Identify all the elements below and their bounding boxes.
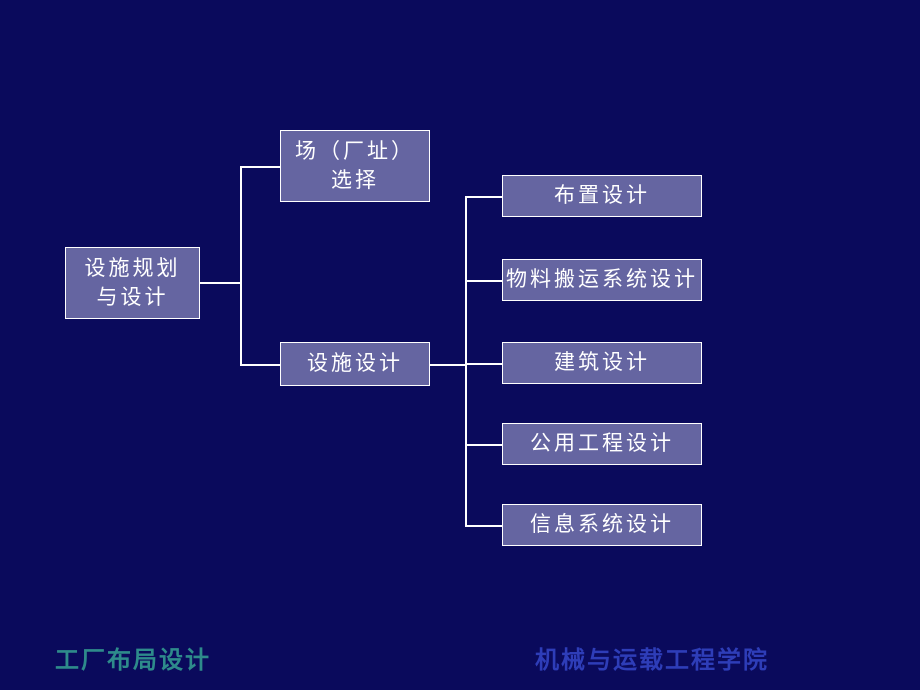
node-label: 公用工程设计 bbox=[530, 429, 674, 458]
connector bbox=[430, 364, 467, 366]
node-label: 信息系统设计 bbox=[530, 510, 674, 539]
connector bbox=[465, 196, 467, 526]
footer-left: 工厂布局设计 bbox=[55, 640, 211, 675]
node-material-handling: 物料搬运系统设计 bbox=[502, 259, 702, 301]
connector bbox=[465, 363, 502, 365]
connector bbox=[465, 444, 502, 446]
connector bbox=[200, 282, 240, 284]
node-label: 场（厂址） 选择 bbox=[295, 137, 415, 196]
node-site-selection: 场（厂址） 选择 bbox=[280, 130, 430, 202]
node-label: 物料搬运系统设计 bbox=[506, 265, 698, 294]
node-root: 设施规划 与设计 bbox=[65, 247, 200, 319]
node-label: 布置设计 bbox=[554, 181, 650, 210]
connector bbox=[240, 364, 280, 366]
connector bbox=[465, 196, 502, 198]
connector bbox=[465, 525, 502, 527]
connector bbox=[240, 166, 280, 168]
node-label: 建筑设计 bbox=[554, 348, 650, 377]
footer-left-text: 工厂布局设计 bbox=[55, 648, 211, 674]
node-building-design: 建筑设计 bbox=[502, 342, 702, 384]
connector bbox=[465, 280, 502, 282]
node-facility-design: 设施设计 bbox=[280, 342, 430, 386]
node-info-system-design: 信息系统设计 bbox=[502, 504, 702, 546]
connector bbox=[240, 166, 242, 366]
node-label: 设施规划 与设计 bbox=[85, 254, 181, 313]
node-label: 设施设计 bbox=[307, 349, 403, 378]
footer-right-text: 机械与运载工程学院 bbox=[535, 648, 769, 674]
node-layout-design: 布置设计 bbox=[502, 175, 702, 217]
footer-right: 机械与运载工程学院 bbox=[535, 640, 769, 675]
node-utility-design: 公用工程设计 bbox=[502, 423, 702, 465]
